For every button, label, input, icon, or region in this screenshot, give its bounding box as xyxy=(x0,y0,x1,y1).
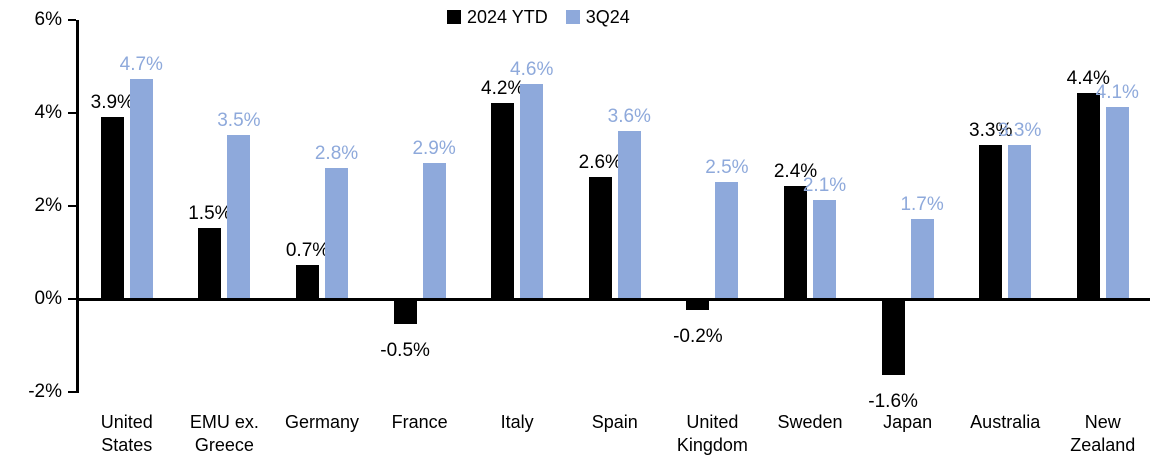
bar-value-label-3q24: 1.7% xyxy=(900,193,944,215)
category-label: Italy xyxy=(500,412,534,432)
legend-item-3q24: 3Q24 xyxy=(565,6,630,28)
bar-3q24 xyxy=(617,130,641,298)
bar-value-label-3q24: 3.3% xyxy=(998,119,1042,141)
category-label: Sweden xyxy=(777,412,843,432)
y-axis-tick-label: 6% xyxy=(34,9,62,30)
bar-value-label-3q24: 3.6% xyxy=(607,105,651,127)
y-axis-tick xyxy=(68,298,76,300)
category-label: Germany xyxy=(284,412,360,432)
bar-3q24 xyxy=(422,163,446,298)
bar-2024-ytd xyxy=(100,116,124,298)
category-label: United Kingdom xyxy=(676,412,748,455)
bar-value-label-2024-ytd: 4.4% xyxy=(1066,68,1110,90)
bar-2024-ytd xyxy=(393,301,417,325)
bar-3q24 xyxy=(520,84,544,298)
bar-2024-ytd xyxy=(686,301,710,311)
category-label: EMU ex. Greece xyxy=(189,412,259,455)
bar-value-label-2024-ytd: -0.5% xyxy=(380,340,430,362)
bar-value-label-2024-ytd: 3.3% xyxy=(969,119,1013,141)
legend-label-2024-ytd: 2024 YTD xyxy=(467,7,548,27)
bar-value-label-2024-ytd: 0.7% xyxy=(285,240,330,262)
chart-legend: 2024 YTD 3Q24 xyxy=(447,6,630,28)
bar-2024-ytd xyxy=(1076,93,1100,298)
bar-3q24 xyxy=(715,181,739,298)
legend-item-2024-ytd: 2024 YTD xyxy=(447,6,548,28)
bar-value-label-3q24: 3.5% xyxy=(217,110,261,132)
bar-2024-ytd xyxy=(784,186,807,298)
bar-3q24 xyxy=(1008,144,1032,298)
category-label: Australia xyxy=(970,412,1041,432)
bar-value-label-2024-ytd: -0.2% xyxy=(673,326,723,348)
bar-2024-ytd xyxy=(198,228,222,298)
bar-3q24 xyxy=(227,135,251,298)
category-label: France xyxy=(391,412,448,432)
legend-swatch-3q24 xyxy=(565,10,580,24)
y-axis-tick-label: 4% xyxy=(34,102,62,123)
bar-value-label-2024-ytd: 4.2% xyxy=(481,77,525,99)
bar-2024-ytd xyxy=(881,301,905,376)
y-axis-tick xyxy=(68,391,76,393)
bar-3q24 xyxy=(910,218,934,298)
bar-value-label-2024-ytd: 3.9% xyxy=(90,91,134,113)
bar-2024-ytd xyxy=(491,102,515,298)
y-axis-tick xyxy=(68,112,76,114)
legend-swatch-2024-ytd xyxy=(447,10,461,24)
bar-value-label-2024-ytd: 2.6% xyxy=(578,152,622,174)
bar-value-label-3q24: 2.8% xyxy=(314,142,359,164)
bar-2024-ytd xyxy=(588,177,612,298)
category-label: Japan xyxy=(883,412,933,432)
bar-value-label-3q24: 2.9% xyxy=(412,138,456,160)
bar-3q24 xyxy=(1105,107,1129,298)
legend-label-3q24: 3Q24 xyxy=(585,7,630,27)
bar-value-label-2024-ytd: 2.4% xyxy=(773,161,818,183)
y-axis-tick-label: 0% xyxy=(34,288,62,309)
category-label: United States xyxy=(100,412,153,455)
bar-3q24 xyxy=(129,79,153,298)
bar-value-label-3q24: 2.1% xyxy=(802,175,847,197)
bar-3q24 xyxy=(813,200,836,298)
category-label: New Zealand xyxy=(1070,412,1136,455)
bar-value-label-3q24: 2.5% xyxy=(705,156,749,178)
bar-value-label-2024-ytd: 1.5% xyxy=(188,203,232,225)
bar-2024-ytd xyxy=(296,265,319,298)
bar-value-label-2024-ytd: -1.6% xyxy=(868,391,918,413)
bar-value-label-3q24: 4.6% xyxy=(510,59,554,81)
bar-3q24 xyxy=(325,167,348,298)
category-label: Spain xyxy=(591,412,638,432)
y-axis-tick-label: -2% xyxy=(28,381,62,402)
y-axis-line xyxy=(76,20,79,393)
x-axis-line xyxy=(76,298,1150,301)
y-axis-tick xyxy=(68,19,76,21)
bar-value-label-3q24: 4.7% xyxy=(119,54,163,76)
bar-value-label-3q24: 4.1% xyxy=(1095,82,1139,104)
y-axis-tick xyxy=(68,205,76,207)
y-axis-tick-label: 2% xyxy=(34,195,62,216)
bar-2024-ytd xyxy=(979,144,1003,298)
